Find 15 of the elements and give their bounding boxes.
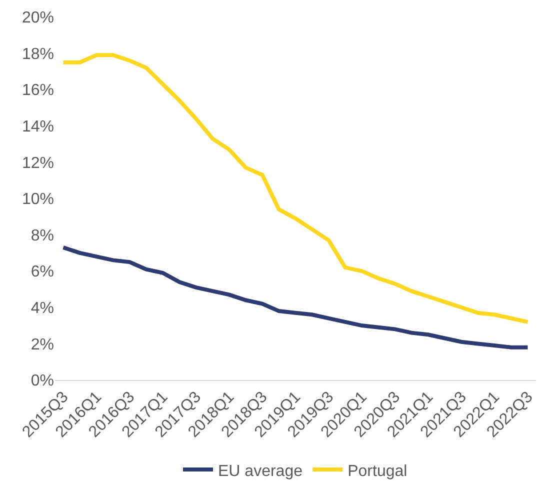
y-tick-label: 2% <box>30 336 54 354</box>
y-tick-label: 18% <box>22 46 54 63</box>
y-tick-label: 14% <box>22 118 54 136</box>
y-tick-label: 4% <box>30 300 54 317</box>
y-tick-label: 6% <box>30 264 54 281</box>
line-series <box>61 246 530 350</box>
legend-label: Portugal <box>348 462 408 480</box>
legend-label: EU average <box>218 462 303 480</box>
y-tick-label: 12% <box>22 154 54 172</box>
y-tick-label: 10% <box>22 191 54 208</box>
line-series <box>61 53 530 324</box>
y-tick-label: 8% <box>30 227 54 244</box>
y-tick-label: 0% <box>30 372 54 390</box>
y-tick-label: 20% <box>22 10 54 27</box>
y-tick-label: 16% <box>22 82 54 100</box>
